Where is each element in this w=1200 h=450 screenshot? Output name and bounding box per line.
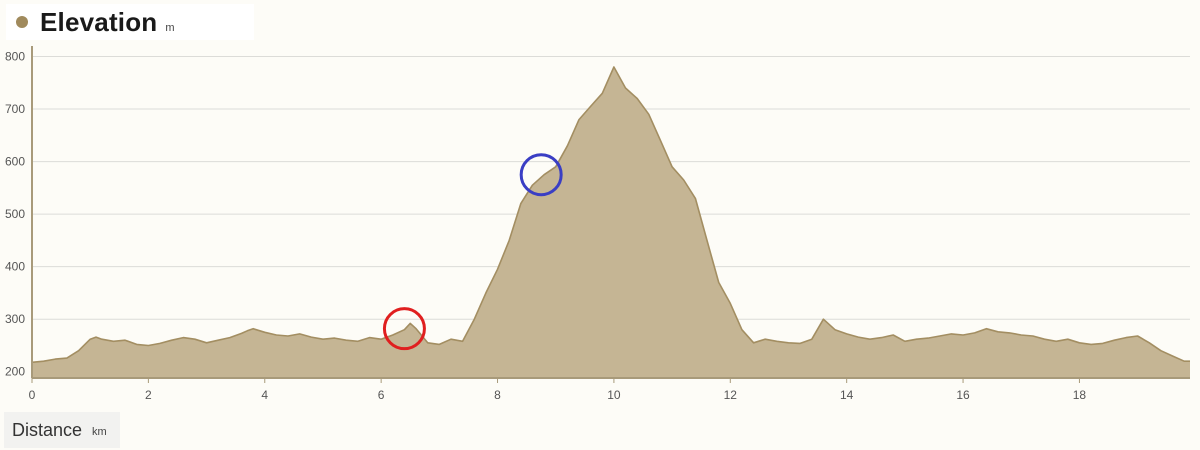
y-tick-label: 400 — [5, 260, 25, 274]
series-dot-icon — [16, 16, 28, 28]
y-tick-label: 200 — [5, 365, 25, 379]
x-tick-label: 2 — [145, 388, 152, 402]
x-tick-label: 18 — [1073, 388, 1087, 402]
y-tick-label: 700 — [5, 102, 25, 116]
distance-axis-label-box: Distance km — [4, 412, 120, 448]
x-tick-label: 12 — [724, 388, 738, 402]
y-tick-label: 300 — [5, 312, 25, 326]
y-tick-label: 800 — [5, 50, 25, 64]
y-tick-label: 500 — [5, 207, 25, 221]
blue-annotation-circle — [519, 153, 563, 197]
x-axis-unit: km — [92, 426, 107, 438]
chart-title: Elevation — [40, 6, 158, 37]
chart-title-box: Elevation m — [6, 4, 254, 40]
x-tick-label: 14 — [840, 388, 854, 402]
x-tick-label: 4 — [261, 388, 268, 402]
x-axis-title: Distance — [12, 419, 83, 440]
x-tick-label: 16 — [956, 388, 970, 402]
y-tick-label: 600 — [5, 155, 25, 169]
x-tick-label: 6 — [378, 388, 385, 402]
x-tick-label: 10 — [607, 388, 621, 402]
elevation-line — [31, 66, 1190, 364]
x-tick-label: 8 — [494, 388, 501, 402]
elevation-area — [32, 67, 1190, 377]
chart-title-unit: m — [165, 22, 175, 34]
x-tick-label: 0 — [29, 388, 36, 402]
red-annotation-circle — [382, 307, 426, 351]
